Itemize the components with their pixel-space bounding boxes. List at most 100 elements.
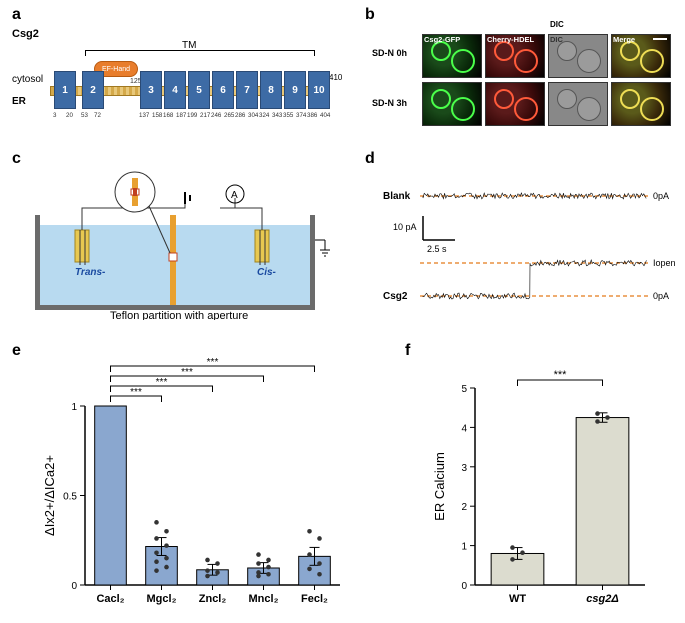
panel-c-label: c	[12, 150, 21, 168]
panel-d-traces: Blank0pA10 pA2.5 sCsg2Iopen0pA	[375, 178, 675, 308]
panel-a-label: a	[12, 6, 21, 24]
cis-label: Cis-	[257, 267, 277, 278]
sig-label: ***	[554, 369, 568, 381]
scatter-dot	[266, 558, 271, 563]
xtick-label: csg2Δ	[586, 593, 618, 605]
sig-label: ***	[181, 367, 193, 378]
tm-box: 10	[308, 71, 330, 109]
scatter-dot	[154, 536, 159, 541]
sig-label: ***	[156, 377, 168, 388]
ylabel: ΔIx2+/ΔICa2+	[42, 455, 57, 536]
b-col-label: Merge	[613, 20, 637, 29]
scatter-dot	[205, 574, 210, 579]
xtick-label: Fecl₂	[301, 593, 328, 605]
scatter-dot	[510, 557, 515, 562]
blank-label: Blank	[383, 191, 411, 202]
b-col-label-overlay: DIC	[550, 35, 563, 44]
bar	[95, 406, 127, 585]
er-label: ER	[12, 96, 26, 107]
scatter-dot	[595, 419, 600, 424]
scatter-dot	[205, 568, 210, 573]
micrograph	[548, 82, 608, 126]
scatter-dot	[154, 559, 159, 564]
xtick-label: Cacl₂	[96, 593, 124, 605]
csg2-label: Csg2	[383, 291, 408, 302]
b-col-label-overlay: Merge	[613, 35, 635, 44]
scatter-dot	[215, 561, 220, 566]
tm-box: 5	[188, 71, 210, 109]
svg-text:A: A	[231, 190, 238, 201]
bar	[576, 418, 629, 585]
panel-a: Csg2 TM cytosol ER EF-Hand 85 125 410 13…	[12, 28, 352, 133]
panel-f-label: f	[405, 342, 410, 360]
ytick: 2	[461, 502, 467, 513]
ytick: 1	[71, 402, 77, 413]
scale-bar	[653, 38, 667, 40]
xtick-label: WT	[509, 593, 526, 605]
tm-box: 1	[54, 71, 76, 109]
csg2-title: Csg2	[12, 28, 39, 40]
scatter-dot	[154, 520, 159, 525]
scatter-dot	[256, 552, 261, 557]
scatter-dot	[307, 529, 312, 534]
trans-electrode	[75, 230, 89, 262]
b-row-label: SD-N 0h	[372, 48, 407, 58]
tm-box: 7	[236, 71, 258, 109]
scale-y: 10 pA	[393, 222, 417, 232]
panel-b: Csg2-GFP Cherry-HDEL DIC Merge SD-N 0h SD-N 3…	[372, 20, 677, 130]
scale-x: 2.5 s	[427, 244, 447, 254]
b-col-label-overlay: Csg2-GFP	[424, 35, 460, 44]
scatter-dot	[595, 411, 600, 416]
zero-label: 0pA	[653, 191, 669, 201]
b-col-label: Cherry-HDEL	[487, 20, 537, 29]
b-col-label: DIC	[550, 20, 564, 29]
tm-box: 4	[164, 71, 186, 109]
ytick: 1	[461, 542, 467, 553]
scatter-dot	[266, 572, 271, 577]
panel-e-chart: 00.51Cacl₂Mgcl₂Zncl₂Mncl₂Fecl₂ΔIx2+/ΔICa…	[40, 358, 350, 613]
tm-box: 8	[260, 71, 282, 109]
sig-label: ***	[130, 387, 142, 398]
cytosol-label: cytosol	[12, 74, 43, 85]
xtick-label: Mgcl₂	[147, 593, 177, 605]
teflon-caption: Teflon partition with aperture	[110, 310, 248, 320]
sig-label: ***	[207, 358, 219, 368]
xtick-label: Mncl₂	[249, 593, 279, 605]
xtick-label: Zncl₂	[199, 593, 227, 605]
end-residue: 410	[329, 73, 342, 82]
scatter-dot	[215, 570, 220, 575]
tm-box: 2	[82, 71, 104, 109]
tm-box: 3	[140, 71, 162, 109]
cis-electrode	[255, 230, 269, 262]
scatter-dot	[317, 536, 322, 541]
ytick: 0	[71, 581, 77, 592]
tm-box: 6	[212, 71, 234, 109]
scatter-dot	[317, 561, 322, 566]
scatter-dot	[520, 550, 525, 555]
iopen-label: Iopen	[653, 258, 675, 268]
scatter-dot	[154, 568, 159, 573]
scatter-dot	[266, 565, 271, 570]
b-col-label-overlay: Cherry-HDEL	[487, 35, 534, 44]
micrograph	[485, 82, 545, 126]
trans-label: Trans-	[75, 267, 106, 278]
scatter-dot	[317, 572, 322, 577]
tm-bracket	[85, 50, 315, 56]
panel-c-diagram: Trans- Cis- A Teflon partition with aper…	[20, 170, 330, 320]
ytick: 5	[461, 384, 467, 395]
scatter-dot	[205, 558, 210, 563]
panel-e-label: e	[12, 342, 21, 360]
scatter-dot	[307, 552, 312, 557]
ef-hand-label: EF-Hand	[102, 66, 130, 73]
b-col-label: Csg2-GFP	[424, 20, 463, 29]
micrograph	[611, 82, 671, 126]
scatter-dot	[164, 556, 169, 561]
scatter-dot	[164, 543, 169, 548]
scatter-dot	[510, 545, 515, 550]
ytick: 0	[461, 581, 467, 592]
ytick: 3	[461, 463, 467, 474]
b-row-label: SD-N 3h	[372, 98, 407, 108]
micrograph	[422, 82, 482, 126]
panel-f-chart: 012345WTcsg2ΔER Calcium***	[430, 358, 660, 613]
panel-d-label: d	[365, 150, 375, 168]
